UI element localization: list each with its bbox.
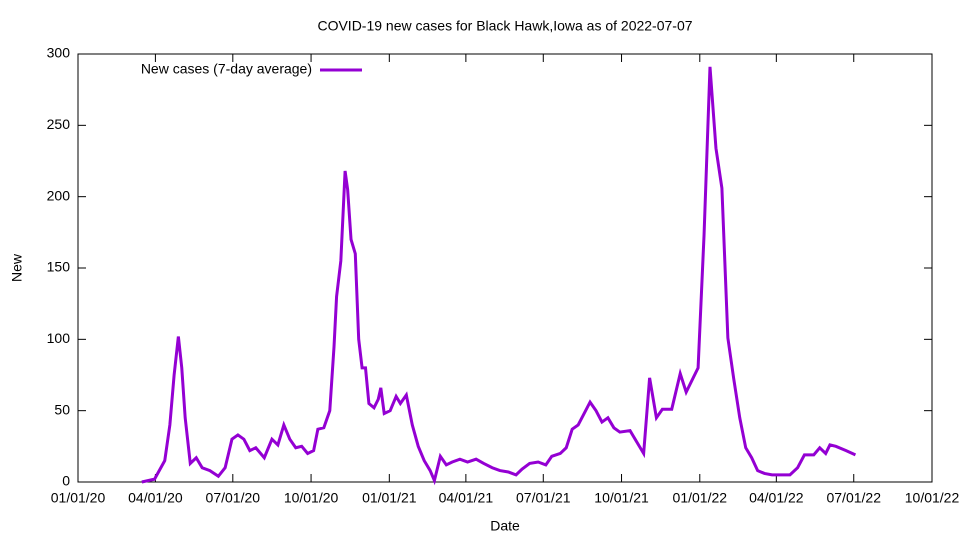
x-tick-label: 07/01/21 bbox=[516, 490, 571, 506]
x-tick-label: 01/01/21 bbox=[362, 490, 417, 506]
y-tick-label: 50 bbox=[54, 401, 70, 417]
plot-border bbox=[77, 53, 933, 483]
y-tick-label: 250 bbox=[47, 116, 71, 132]
y-axis-label: New bbox=[9, 253, 25, 282]
x-tick-label: 01/01/22 bbox=[673, 490, 728, 506]
y-tick-label: 300 bbox=[47, 45, 71, 61]
y-tick-label: 100 bbox=[47, 330, 71, 346]
x-tick-label: 07/01/20 bbox=[206, 490, 261, 506]
y-tick-label: 150 bbox=[47, 259, 71, 275]
x-tick-label: 10/01/20 bbox=[284, 490, 339, 506]
x-tick-label: 10/01/22 bbox=[905, 490, 960, 506]
y-tick-label: 0 bbox=[62, 473, 70, 489]
x-tick-label: 10/01/21 bbox=[594, 490, 649, 506]
x-axis-label: Date bbox=[490, 518, 520, 534]
x-tick-label: 04/01/21 bbox=[439, 490, 494, 506]
chart-title: COVID-19 new cases for Black Hawk,Iowa a… bbox=[317, 18, 692, 34]
x-tick-label: 07/01/22 bbox=[826, 490, 881, 506]
x-tick-label: 01/01/20 bbox=[51, 490, 106, 506]
data-line bbox=[141, 66, 857, 486]
x-tick-label: 04/01/20 bbox=[128, 490, 183, 506]
y-tick-label: 200 bbox=[47, 187, 71, 203]
x-tick-label: 04/01/22 bbox=[749, 490, 804, 506]
legend-label: New cases (7-day average) bbox=[141, 61, 312, 77]
